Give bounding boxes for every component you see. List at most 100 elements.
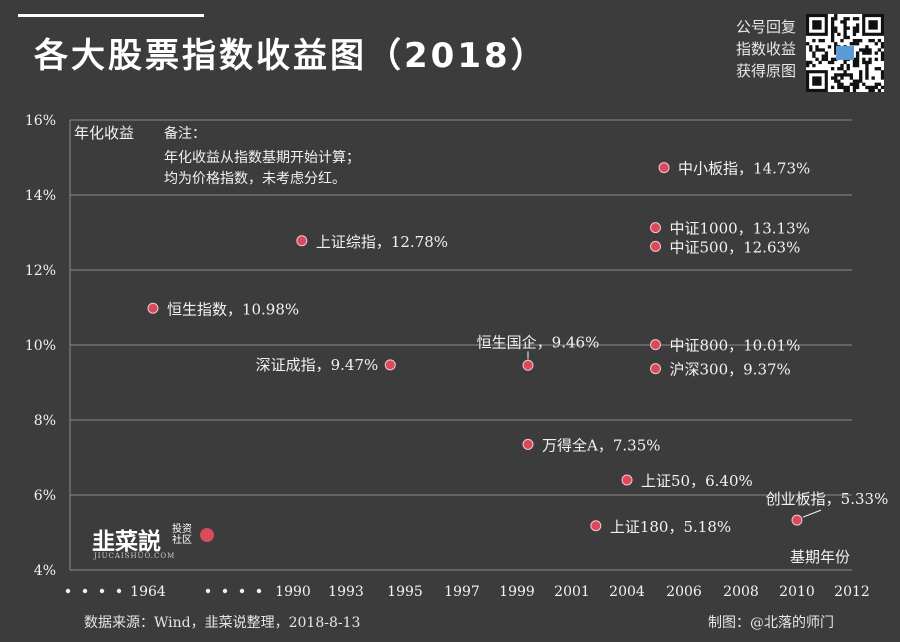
qr-module [830,38,835,43]
qr-module [865,63,869,68]
qr-module [880,45,884,49]
qr-module [843,23,847,27]
qr-module [871,76,875,80]
qr-module [877,48,882,52]
qr-module [849,42,853,46]
qr-module [824,51,829,55]
qr-module [834,48,838,52]
qr-module [846,26,850,30]
x-tick-label: 2006 [666,584,702,600]
qr-module [843,32,847,37]
qr-module [865,51,869,55]
data-point [590,520,602,532]
qr-module [834,17,838,21]
qr-module [830,57,835,61]
qr-module [880,54,884,58]
qr-module [830,20,835,24]
title-rule [18,14,204,17]
y-tick-label: 10% [25,338,56,354]
qr-module [855,42,860,46]
qr-module [862,82,866,86]
qr-module [852,60,857,65]
qr-module [865,76,869,80]
qr-module [868,48,872,52]
qr-module [840,85,844,90]
qr-module [852,85,857,90]
data-label: 万得全A，7.35% [542,436,660,454]
qr-module [843,17,847,21]
qr-module [880,76,884,80]
qr-module [830,17,835,21]
qr-module [846,67,850,71]
qr-module [846,17,850,21]
qr-module [855,85,860,90]
qr-module [837,82,841,86]
qr-code-icon[interactable] [806,14,884,92]
qr-module [840,20,844,24]
qr-module [827,60,832,65]
data-point [522,438,534,450]
qr-module [834,79,838,83]
logo-main-text: 韭菜説 [92,529,161,555]
qr-module [840,67,844,71]
data-point [296,235,308,247]
y-tick-label: 16% [25,113,56,129]
qr-module [880,42,884,46]
qr-module [806,60,810,65]
qr-module [880,57,884,61]
qr-module [862,57,866,61]
qr-module [840,73,844,77]
qr-module [877,88,882,92]
qr-module [806,42,810,46]
axis-break-dot [65,588,71,594]
qr-module [812,76,822,86]
qr-module [846,63,850,68]
qr-module [871,88,875,92]
qr-module [843,73,847,77]
page-title: 各大股票指数收益图（2018） [34,36,548,76]
qr-module [837,67,841,71]
qr-module [877,38,882,43]
qr-module [880,51,884,55]
y-tick-label: 8% [34,413,56,429]
qr-module [812,38,816,43]
qr-module [855,51,860,55]
qr-module [855,57,860,61]
data-point [650,240,661,252]
qr-module [843,60,847,65]
qr-module [849,82,853,86]
qr-module [874,82,878,86]
x-tick-label: 2004 [609,584,645,600]
data-label: 中证500，12.63% [670,238,801,256]
x-tick-label: 2012 [834,584,870,600]
axis-break-dot [82,588,88,594]
qr-module [852,63,857,68]
qr-module [824,57,829,61]
qr-module [855,29,860,33]
data-label: 上证综指，12.78% [316,233,448,251]
qr-module [871,85,875,90]
data-point [650,363,661,375]
qr-module [836,46,854,60]
qr-module [815,48,819,52]
qr-module [812,63,816,68]
qr-module [855,79,860,83]
qr-module [865,73,869,77]
promo-line: 指数收益 [735,40,796,58]
y-tick-label: 4% [34,563,56,579]
note-title: 备注： [164,125,206,142]
qr-module [868,20,878,30]
qr-module [821,54,825,58]
qr-module [868,38,872,43]
qr-module [855,23,860,27]
qr-module [821,57,825,61]
qr-module [849,73,853,77]
qr-module [846,88,850,92]
qr-module [837,32,841,37]
qr-module [859,38,863,43]
qr-module [815,57,819,61]
data-point [522,359,534,371]
qr-module [834,57,838,61]
x-tick-label: 1990 [275,584,311,600]
